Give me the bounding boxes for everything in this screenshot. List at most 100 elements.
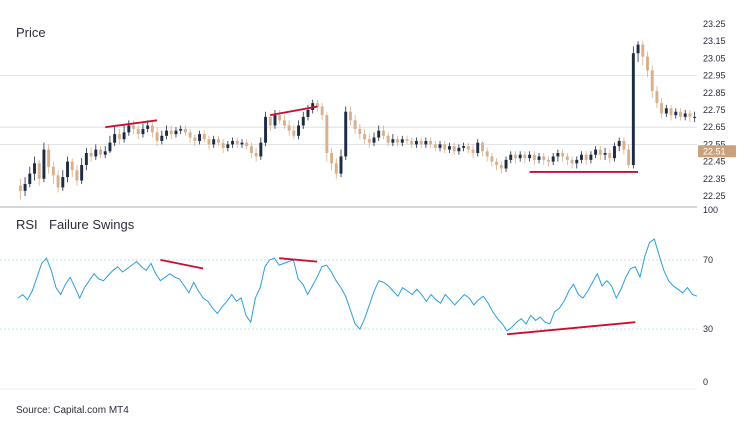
price-candles xyxy=(18,41,697,200)
candle-body xyxy=(679,111,682,117)
candle-body xyxy=(438,144,442,148)
candle-body xyxy=(240,142,244,145)
candle-body xyxy=(103,151,107,155)
candle-body xyxy=(231,140,235,145)
rsi-failure-swing-line xyxy=(506,321,636,336)
candle-body xyxy=(589,154,593,160)
candle-body xyxy=(650,70,654,92)
candle-body xyxy=(386,135,390,143)
candle-body xyxy=(179,128,183,131)
candle-body xyxy=(136,128,140,135)
candle-body xyxy=(80,165,84,181)
candle-body xyxy=(528,154,532,159)
candle-body xyxy=(613,146,616,159)
candle-body xyxy=(414,140,418,145)
candle-body xyxy=(688,113,692,117)
rsi-line xyxy=(17,238,698,332)
candle-body xyxy=(132,125,135,129)
rsi-y-tick: 30 xyxy=(703,324,713,334)
candle-body xyxy=(514,154,517,159)
candle-body xyxy=(542,156,546,160)
price-grid xyxy=(0,75,697,145)
candle-body xyxy=(499,165,503,169)
candle-body xyxy=(268,116,272,126)
candle-body xyxy=(273,115,277,126)
candle-body xyxy=(254,153,258,157)
candle-body xyxy=(367,139,371,143)
candle-body xyxy=(70,161,74,171)
candle-body xyxy=(565,156,569,160)
candle-body xyxy=(523,154,527,159)
candle-body xyxy=(198,134,201,141)
price-y-tick: 23.05 xyxy=(703,53,726,63)
candle-body xyxy=(443,144,447,150)
candle-body xyxy=(249,146,253,153)
candle-body xyxy=(646,56,649,71)
candle-body xyxy=(66,161,69,178)
rsi-panel: RSI Failure Swings 100 70 30 0 xyxy=(0,205,718,390)
candle-body xyxy=(282,120,286,126)
candle-body xyxy=(292,130,296,136)
candle-body xyxy=(433,144,437,148)
candle-body xyxy=(570,159,574,164)
candle-body xyxy=(42,149,46,179)
candle-body xyxy=(306,110,310,117)
candle-body xyxy=(84,153,88,166)
candle-body xyxy=(641,44,645,57)
price-y-tick: 22.75 xyxy=(703,105,726,115)
candle-body xyxy=(193,137,197,141)
candle-body xyxy=(400,139,404,143)
candle-body xyxy=(636,44,640,54)
current-price-tag-box xyxy=(698,145,736,158)
candle-body xyxy=(75,170,79,181)
candle-body xyxy=(471,149,475,153)
candle-body xyxy=(580,154,583,160)
candle-body xyxy=(452,146,456,152)
candle-body xyxy=(551,156,555,162)
candle-body xyxy=(358,128,362,135)
candle-body xyxy=(117,134,121,140)
candle-body xyxy=(278,115,282,121)
source-note: Source: Capital.com MT4 xyxy=(16,405,129,416)
candle-body xyxy=(207,139,211,145)
candle-body xyxy=(348,111,352,121)
failure-swing-line xyxy=(270,105,318,117)
candle-body xyxy=(561,153,565,157)
candle-body xyxy=(339,156,343,174)
candle-body xyxy=(221,142,225,148)
candle-body xyxy=(556,153,560,157)
candle-body xyxy=(617,140,621,147)
candle-body xyxy=(631,53,635,166)
candle-body xyxy=(584,154,588,160)
rsi-y-tick: 0 xyxy=(703,377,708,387)
candle-body xyxy=(532,154,536,160)
candle-body xyxy=(160,135,164,141)
candle-body xyxy=(99,149,102,155)
candle-body xyxy=(476,142,480,153)
candle-body xyxy=(169,130,173,135)
candle-body xyxy=(405,139,409,141)
candle-body xyxy=(490,156,494,162)
candle-body xyxy=(334,163,338,174)
price-y-tick: 22.45 xyxy=(703,157,726,167)
price-y-tick: 23.15 xyxy=(703,36,726,46)
price-y-tick: 22.35 xyxy=(703,174,726,184)
candle-body xyxy=(627,149,631,166)
candle-body xyxy=(47,149,51,167)
candle-body xyxy=(301,116,305,126)
candle-body xyxy=(108,142,112,152)
candle-body xyxy=(655,91,659,104)
candle-body xyxy=(33,163,36,174)
candle-body xyxy=(693,116,697,118)
candle-body xyxy=(495,161,499,166)
candle-body xyxy=(122,132,126,140)
candle-body xyxy=(202,134,206,140)
candle-body xyxy=(174,130,178,135)
candle-body xyxy=(28,173,32,184)
candle-body xyxy=(429,140,433,145)
candle-body xyxy=(165,130,168,136)
rsi-y-tick: 70 xyxy=(703,255,713,265)
candle-body xyxy=(56,175,60,188)
candle-body xyxy=(344,111,348,157)
candle-body xyxy=(537,156,541,160)
